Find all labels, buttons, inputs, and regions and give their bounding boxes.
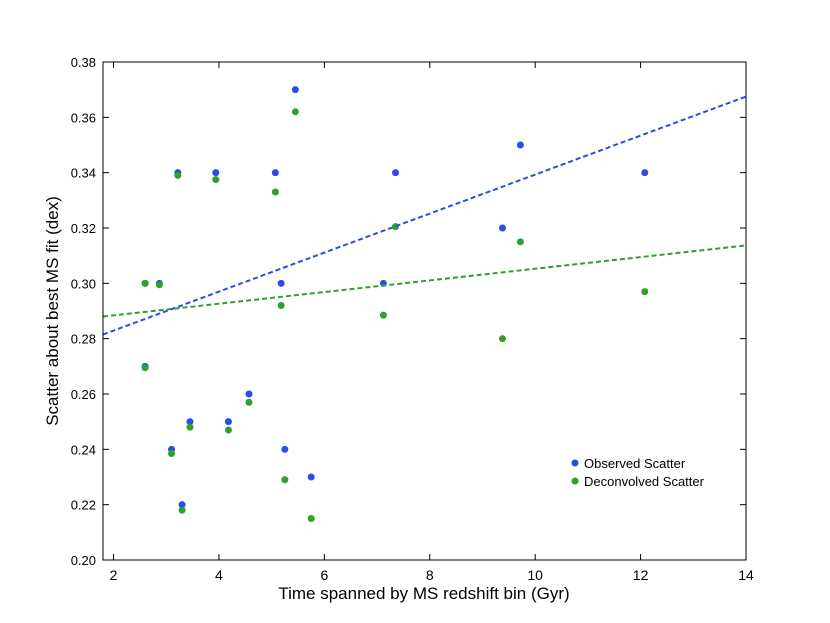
- fit-lines: [102, 95, 747, 336]
- x-tick-label: 2: [110, 567, 118, 583]
- legend-label-observed: Observed Scatter: [584, 456, 686, 471]
- deconvolved-scatter-point: [379, 311, 387, 319]
- observed-scatter-point: [392, 169, 400, 177]
- y-tick-label: 0.20: [71, 553, 96, 568]
- y-tick-label: 0.26: [71, 387, 96, 402]
- x-tick-label: 4: [215, 567, 223, 583]
- y-tick-label: 0.34: [71, 166, 96, 181]
- legend-marker-observed: [571, 459, 579, 467]
- deconvolved-scatter-point: [307, 515, 315, 522]
- deconvolved-scatter-point: [291, 108, 299, 116]
- deconvolved-scatter-point: [141, 279, 149, 287]
- observed-scatter-point: [499, 224, 507, 232]
- data-points: [141, 86, 649, 522]
- observed-scatter-point: [178, 501, 186, 509]
- x-axis-ticks: 2 4 6 8 10 12 14: [110, 62, 754, 583]
- y-axis-label: Scatter about best MS fit (dex): [43, 196, 62, 426]
- observed-scatter-point: [245, 390, 253, 398]
- observed-scatter-point: [641, 169, 649, 177]
- deconvolved-scatter-point: [271, 188, 279, 196]
- deconvolved-scatter-point: [641, 288, 649, 296]
- deconvolved-scatter-point: [277, 301, 285, 309]
- deconvolved-scatter-point: [141, 364, 149, 372]
- x-tick-label: 6: [320, 567, 328, 583]
- x-axis-label: Time spanned by MS redshift bin (Gyr): [278, 584, 569, 603]
- observed-scatter-point: [291, 86, 299, 94]
- observed-scatter-point: [212, 169, 220, 177]
- deconvolved-scatter-point: [212, 176, 220, 184]
- observed-scatter-point: [307, 473, 315, 481]
- y-tick-label: 0.38: [71, 55, 96, 70]
- legend: Observed Scatter Deconvolved Scatter: [571, 456, 705, 489]
- observed-fit-line: [102, 95, 747, 336]
- deconvolved-scatter-point: [155, 281, 163, 289]
- x-tick-label: 10: [527, 567, 543, 583]
- legend-marker-deconvolved: [571, 477, 579, 485]
- y-tick-label: 0.24: [71, 442, 96, 457]
- observed-scatter-point: [281, 445, 289, 453]
- deconvolved-scatter-point: [168, 449, 176, 457]
- observed-scatter-point: [224, 418, 232, 426]
- x-tick-label: 8: [426, 567, 434, 583]
- legend-label-deconvolved: Deconvolved Scatter: [584, 474, 705, 489]
- y-tick-label: 0.30: [71, 276, 96, 291]
- x-tick-label: 14: [738, 567, 754, 583]
- deconvolved-scatter-point: [281, 476, 289, 484]
- deconvolved-scatter-point: [499, 335, 507, 343]
- y-tick-label: 0.28: [71, 332, 96, 347]
- deconvolved-scatter-point: [224, 426, 232, 434]
- y-tick-label: 0.22: [71, 498, 96, 513]
- observed-scatter-point: [277, 279, 285, 287]
- deconvolved-scatter-point: [245, 398, 253, 406]
- deconvolved-scatter-point: [392, 223, 400, 231]
- plot-frame: [102, 61, 747, 561]
- deconvolved-scatter-point: [516, 238, 524, 246]
- deconvolved-fit-line: [102, 244, 747, 318]
- observed-scatter-point: [516, 141, 524, 149]
- y-axis-ticks: 0.20 0.22 0.24 0.26 0.28 0.30 0.32 0.34 0.36 0.38: [71, 55, 746, 568]
- y-tick-label: 0.32: [71, 221, 96, 236]
- observed-scatter-point: [186, 418, 194, 426]
- observed-scatter-point: [271, 169, 279, 177]
- deconvolved-scatter-point: [186, 423, 194, 431]
- x-tick-label: 12: [633, 567, 649, 583]
- y-tick-label: 0.36: [71, 110, 96, 125]
- deconvolved-scatter-point: [178, 506, 186, 514]
- deconvolved-scatter-point: [174, 171, 182, 179]
